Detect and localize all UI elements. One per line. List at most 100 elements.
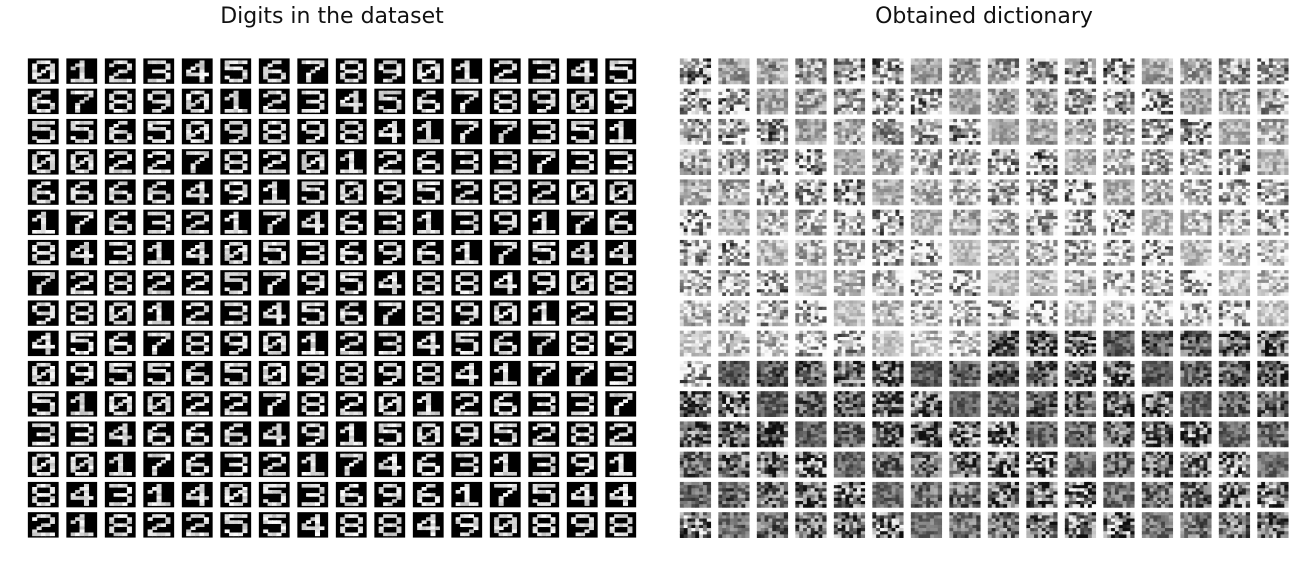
digit-tile bbox=[66, 58, 98, 84]
dictionary-atom bbox=[949, 421, 981, 448]
dictionary-atom bbox=[795, 118, 827, 145]
dictionary-atom bbox=[795, 360, 827, 387]
digit-tile bbox=[258, 360, 290, 387]
dictionary-atom bbox=[756, 118, 789, 145]
digit-tile bbox=[27, 239, 59, 266]
digit-tile bbox=[297, 421, 329, 447]
dictionary-atom bbox=[756, 421, 789, 448]
dictionary-atom bbox=[795, 481, 827, 508]
dictionary-atom bbox=[910, 118, 943, 145]
dictionary-atom bbox=[987, 58, 1020, 85]
digit-tile bbox=[412, 118, 444, 145]
digit-tile bbox=[566, 149, 598, 175]
dictionary-atom bbox=[679, 421, 712, 448]
digit-tile bbox=[335, 88, 367, 115]
dictionary-atom bbox=[1218, 209, 1251, 236]
dictionary-atom bbox=[1218, 360, 1251, 387]
digit-tile bbox=[181, 451, 213, 478]
digit-tile bbox=[66, 481, 98, 508]
digit-tile bbox=[66, 239, 98, 266]
digit-tile bbox=[104, 209, 136, 236]
dictionary-atom bbox=[679, 360, 712, 387]
dictionary-atom bbox=[679, 270, 712, 296]
dictionary-atom bbox=[1026, 118, 1058, 145]
dictionary-atom bbox=[756, 481, 789, 508]
digit-tile bbox=[104, 270, 136, 296]
dictionary-atom bbox=[679, 451, 712, 478]
dictionary-atom-grid bbox=[676, 56, 1292, 540]
dictionary-atom bbox=[872, 239, 904, 266]
dictionary-atom bbox=[1026, 330, 1058, 357]
dictionary-atom bbox=[679, 88, 712, 115]
digit-tile bbox=[489, 239, 521, 266]
dictionary-atom bbox=[1064, 421, 1097, 448]
dictionary-atom bbox=[1026, 58, 1058, 85]
dictionary-atom bbox=[679, 239, 712, 266]
dictionary-atom bbox=[679, 118, 712, 145]
dictionary-atom bbox=[1218, 300, 1251, 327]
digit-tile bbox=[181, 512, 213, 538]
dictionary-atom bbox=[949, 360, 981, 387]
dictionary-atom bbox=[833, 300, 866, 327]
dictionary-atom bbox=[1257, 300, 1289, 327]
dictionary-atom bbox=[718, 451, 750, 478]
digit-tile bbox=[143, 451, 175, 478]
dictionary-atom bbox=[1141, 149, 1174, 175]
digit-tile bbox=[220, 481, 252, 508]
dictionary-atom bbox=[872, 300, 904, 327]
digit-tile bbox=[605, 88, 637, 115]
digit-tile bbox=[258, 300, 290, 326]
dictionary-atom bbox=[910, 512, 943, 538]
dictionary-atom bbox=[1141, 300, 1174, 327]
digit-tile bbox=[181, 421, 213, 447]
digit-tile bbox=[143, 300, 175, 326]
digit-tile bbox=[412, 512, 444, 538]
dictionary-atom bbox=[1218, 481, 1251, 508]
dictionary-atom bbox=[1180, 451, 1212, 478]
digit-tile bbox=[258, 209, 290, 236]
digit-tile bbox=[374, 58, 406, 84]
dictionary-atom bbox=[1180, 330, 1212, 357]
dictionary-atom bbox=[679, 512, 712, 538]
digit-tile bbox=[451, 330, 483, 357]
dictionary-atom bbox=[795, 209, 827, 236]
digit-tile bbox=[528, 360, 560, 387]
digit-tile bbox=[605, 360, 637, 387]
digit-tile bbox=[297, 512, 329, 538]
dictionary-atom bbox=[795, 239, 827, 266]
digit-tile bbox=[297, 239, 329, 266]
dictionary-atom bbox=[1257, 481, 1289, 508]
digit-tile bbox=[566, 239, 598, 266]
digit-tile bbox=[181, 481, 213, 508]
dictionary-atom bbox=[872, 270, 904, 296]
dictionary-atom bbox=[1064, 239, 1097, 266]
dictionary-atom bbox=[987, 512, 1020, 538]
digit-tile bbox=[335, 149, 367, 175]
dictionary-atom bbox=[718, 360, 750, 387]
dictionary-atom bbox=[795, 270, 827, 296]
dictionary-atom bbox=[1026, 209, 1058, 236]
dictionary-atom bbox=[872, 360, 904, 387]
dictionary-atom bbox=[1180, 481, 1212, 508]
dictionary-atom bbox=[1141, 360, 1174, 387]
digit-tile bbox=[66, 421, 98, 447]
digit-tile bbox=[220, 512, 252, 538]
dictionary-atom bbox=[1180, 300, 1212, 327]
dictionary-atom bbox=[756, 391, 789, 417]
digit-tile bbox=[605, 421, 637, 447]
dictionary-atom bbox=[1257, 58, 1289, 85]
dictionary-atom bbox=[872, 149, 904, 175]
dictionary-atom bbox=[1141, 330, 1174, 357]
digit-tile bbox=[258, 88, 290, 115]
dictionary-atom bbox=[756, 270, 789, 296]
dictionary-atom bbox=[1103, 481, 1135, 508]
digit-tile bbox=[104, 360, 136, 387]
digit-tile bbox=[528, 330, 560, 357]
digit-tile bbox=[220, 118, 252, 145]
dictionary-atom bbox=[1064, 360, 1097, 387]
dictionary-atom bbox=[872, 179, 904, 206]
digit-tile bbox=[220, 209, 252, 236]
dictionary-atom bbox=[910, 270, 943, 296]
dictionary-atom bbox=[1180, 88, 1212, 115]
digit-tile bbox=[258, 179, 290, 205]
